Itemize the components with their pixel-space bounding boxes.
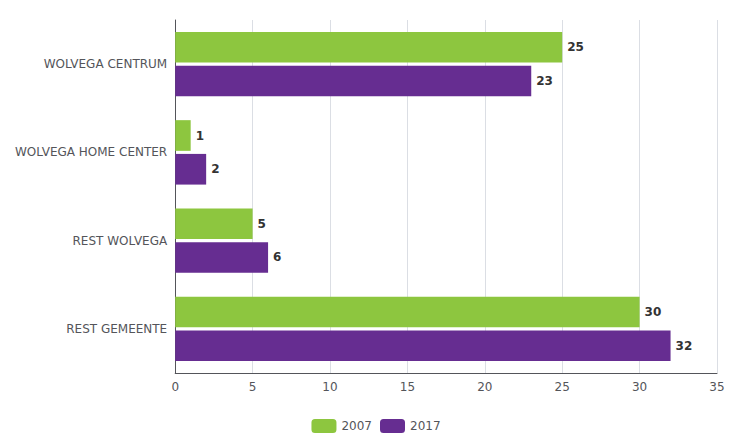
svg-text:35: 35 — [709, 380, 724, 394]
svg-text:20: 20 — [477, 380, 492, 394]
svg-text:25: 25 — [555, 380, 570, 394]
svg-text:2007: 2007 — [341, 419, 372, 433]
svg-text:30: 30 — [632, 380, 647, 394]
svg-text:WOLVEGA CENTRUM: WOLVEGA CENTRUM — [44, 57, 168, 71]
svg-text:REST GEMEENTE: REST GEMEENTE — [66, 322, 167, 336]
svg-text:15: 15 — [400, 380, 415, 394]
svg-text:23: 23 — [536, 74, 553, 88]
svg-text:2017: 2017 — [410, 419, 441, 433]
svg-text:1: 1 — [196, 129, 204, 143]
svg-text:5: 5 — [249, 380, 257, 394]
svg-text:REST WOLVEGA: REST WOLVEGA — [73, 234, 168, 248]
svg-text:32: 32 — [676, 339, 693, 353]
svg-text:10: 10 — [322, 380, 337, 394]
svg-text:2: 2 — [211, 162, 219, 176]
svg-text:25: 25 — [567, 40, 584, 54]
svg-text:30: 30 — [645, 305, 662, 319]
svg-text:0: 0 — [171, 380, 179, 394]
svg-text:WOLVEGA HOME CENTER: WOLVEGA HOME CENTER — [15, 145, 167, 159]
svg-text:5: 5 — [258, 217, 266, 231]
svg-text:6: 6 — [273, 250, 281, 264]
